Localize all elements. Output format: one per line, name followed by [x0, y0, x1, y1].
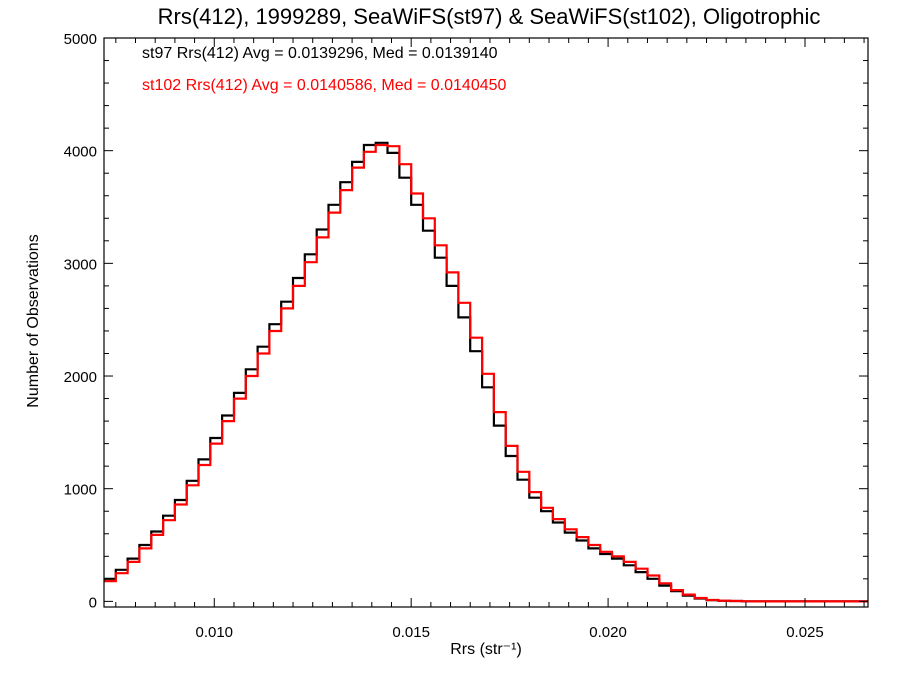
legend-entry-st102: st102 Rrs(412) Avg = 0.0140586, Med = 0.… [142, 77, 507, 94]
y-axis-label: Number of Observations [25, 234, 42, 407]
y-tick-label: 1000 [64, 482, 97, 499]
x-tick-label: 0.010 [195, 624, 233, 641]
y-axis: 0 1000 2000 3000 4000 5000 [64, 31, 868, 611]
x-tick-label: 0.015 [392, 624, 430, 641]
y-tick-label: 0 [89, 594, 97, 611]
y-tick-label: 5000 [64, 31, 97, 48]
series-line-0 [104, 141, 868, 603]
chart-title: Rrs(412), 1999289, SeaWiFS(st97) & SeaWi… [158, 4, 821, 29]
plot-frame [103, 37, 869, 608]
x-tick-label: 0.020 [589, 624, 627, 641]
series-line-1 [104, 143, 868, 603]
legend-entry-st97: st97 Rrs(412) Avg = 0.0139296, Med = 0.0… [142, 45, 498, 62]
y-tick-label: 2000 [64, 369, 97, 386]
x-axis: 0.010 0.015 0.020 0.025 [115, 38, 865, 641]
y-tick-label: 4000 [64, 144, 97, 161]
x-axis-label: Rrs (str⁻¹) [450, 641, 522, 658]
x-tick-label: 0.025 [786, 624, 824, 641]
series-layer [104, 141, 868, 603]
y-tick-label: 3000 [64, 256, 97, 273]
